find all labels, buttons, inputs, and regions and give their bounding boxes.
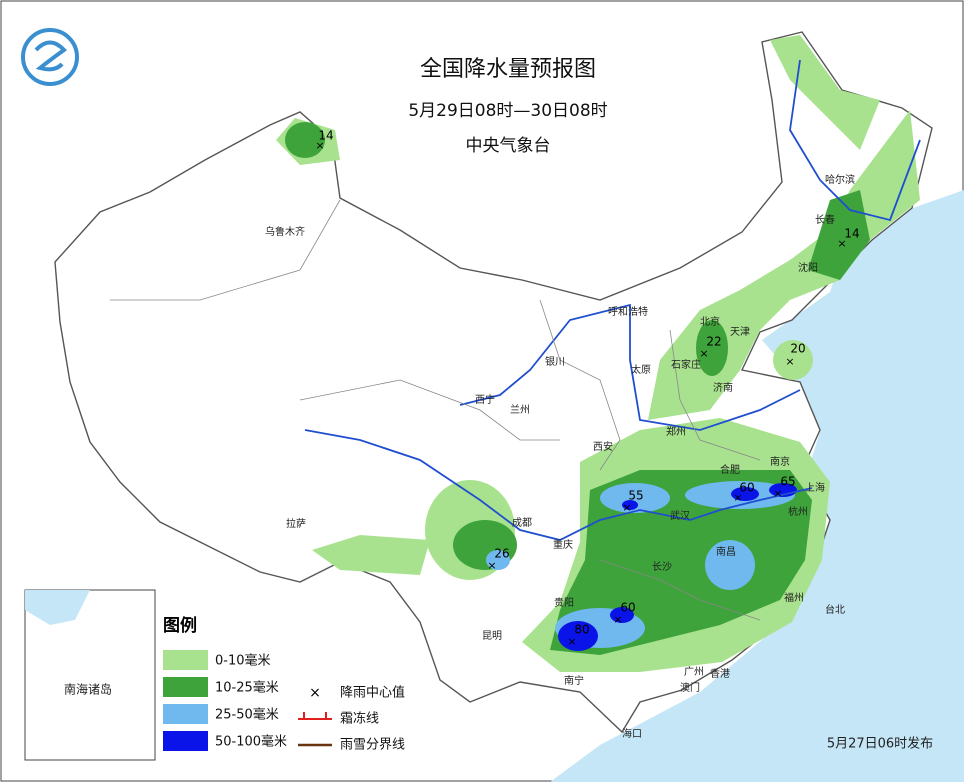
city-label: 西宁 [475, 393, 495, 406]
city-label: 合肥 [720, 463, 740, 476]
city-label: 广州 [684, 666, 704, 678]
legend-label: 25-50毫米 [215, 707, 279, 723]
sea [550, 190, 964, 782]
city-label: 澳门 [680, 681, 700, 694]
legend-swatch [163, 704, 208, 724]
legend-label: 50-100毫米 [215, 734, 287, 750]
rain-center-value: 20 [790, 342, 805, 356]
city-label: 郑州 [666, 425, 686, 438]
rain-center-cross: × [785, 355, 794, 368]
legend-swatch [163, 731, 208, 751]
rain-center-cross: × [487, 559, 496, 572]
rain-center-value: 65 [780, 475, 795, 489]
city-label: 南宁 [564, 674, 584, 687]
legend-symbol-label: 霜冻线 [340, 711, 379, 727]
rain-center-cross: × [837, 237, 846, 250]
city-label: 沈阳 [798, 261, 818, 274]
rain-center-cross: × [315, 139, 324, 152]
city-label: 呼和浩特 [608, 306, 648, 318]
city-label: 南京 [770, 455, 790, 468]
rain-center-cross: × [699, 347, 708, 360]
city-label: 天津 [730, 326, 750, 338]
legend-title: 图例 [163, 615, 197, 636]
issue-time: 5月27日06时发布 [827, 736, 933, 752]
rain-center-cross: × [567, 635, 576, 648]
logo [21, 28, 79, 86]
inset: 南海诸岛 [24, 589, 156, 761]
city-label: 太原 [631, 363, 651, 376]
city-label: 长沙 [652, 561, 672, 573]
legend-swatch [163, 677, 208, 697]
rain-center-value: 80 [574, 623, 589, 637]
rain-center-value: 55 [628, 489, 643, 503]
city-label: 重庆 [553, 538, 573, 551]
city-label: 香港 [710, 668, 730, 680]
city-label: 拉萨 [286, 517, 306, 530]
rain-50-100 [558, 483, 797, 651]
city-label: 济南 [713, 381, 733, 394]
rain-center-cross: × [622, 501, 631, 514]
rivers [304, 59, 921, 541]
legend: 图例 0-10毫米 10-25毫米 25-50毫米 50-100毫米 × 降雨中心值霜冻线… [163, 615, 405, 753]
rain-center-cross: × [773, 487, 782, 500]
rain-center-value: 26 [494, 547, 509, 561]
inset-label: 南海诸岛 [64, 682, 112, 697]
title: 全国降水量预报图 [420, 57, 596, 82]
rain-center-cross: × [613, 613, 622, 626]
legend-label: 10-25毫米 [215, 680, 279, 696]
rain-center-value: 22 [706, 335, 721, 349]
rain-center-value: 14 [844, 227, 859, 241]
city-label: 乌鲁木齐 [265, 225, 305, 238]
legend-symbol-label: 雨雪分界线 [340, 738, 405, 753]
rain-center-value: 60 [620, 601, 635, 615]
period: 5月29日08时—30日08时 [408, 101, 607, 121]
city-label: 北京 [700, 315, 720, 328]
city-label: 贵阳 [554, 596, 574, 609]
city-label: 南昌 [716, 545, 736, 558]
rain-center-cross: × [733, 491, 742, 504]
legend-symbol: × [309, 685, 321, 701]
city-label: 武汉 [670, 509, 690, 522]
city-label: 上海 [805, 481, 825, 494]
city-label: 福州 [784, 591, 804, 604]
logo-mark [34, 40, 68, 72]
legend-symbol-label: 降雨中心值 [340, 685, 405, 701]
legend-swatch [163, 650, 208, 670]
province-lines [110, 199, 761, 621]
city-label: 杭州 [788, 505, 808, 518]
legend-symbol [298, 712, 332, 720]
city-label: 石家庄 [671, 358, 701, 371]
city-label: 兰州 [510, 403, 530, 416]
city-label: 西安 [593, 440, 613, 453]
city-label: 台北 [825, 603, 845, 616]
rain-center-value: 60 [739, 481, 754, 495]
city-label: 长春 [815, 214, 835, 226]
legend-label: 0-10毫米 [215, 653, 271, 669]
city-label: 哈尔滨 [825, 173, 855, 186]
city-label: 海口 [622, 727, 642, 740]
city-label: 昆明 [482, 630, 502, 642]
rain-center-value: 14 [318, 129, 333, 143]
city-label: 成都 [512, 517, 532, 529]
issuer: 中央气象台 [466, 136, 551, 156]
city-label: 银川 [545, 355, 565, 368]
